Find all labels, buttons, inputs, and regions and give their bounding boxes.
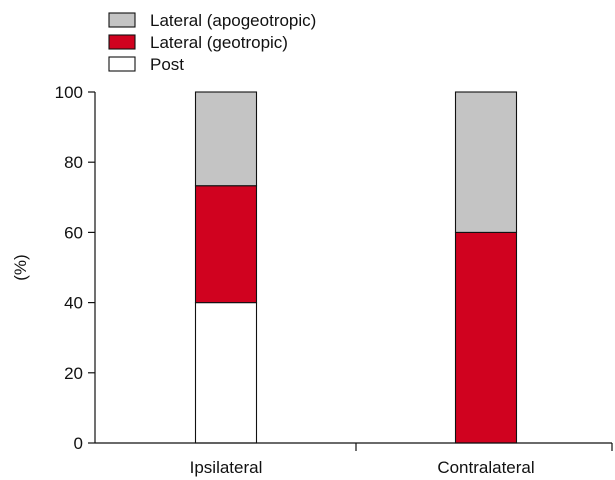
bar-ipsilateral-lateral-geotropic xyxy=(194,185,258,304)
bar-contralateral-lateral-apogeotropic xyxy=(454,91,518,233)
legend-swatch-lateral-geotropic xyxy=(108,34,136,50)
legend-swatch-lateral-apogeotropic xyxy=(108,12,136,28)
y-tick-label: 80 xyxy=(64,153,83,172)
x-axis-ticks: Ipsilateral Contralateral xyxy=(190,443,613,477)
y-tick-label: 20 xyxy=(64,364,83,383)
x-tick-label-ipsilateral: Ipsilateral xyxy=(190,458,263,477)
bar-ipsilateral-lateral-apogeotropic xyxy=(194,91,258,187)
bar-contralateral-lateral-geotropic xyxy=(454,231,518,444)
y-tick-label: 0 xyxy=(74,434,83,453)
y-tick-label: 100 xyxy=(55,83,83,102)
y-axis-title: (%) xyxy=(11,254,30,280)
y-axis-ticks: 0 20 40 60 80 100 xyxy=(55,83,95,453)
legend-label-lateral-geotropic: Lateral (geotropic) xyxy=(150,33,288,52)
legend-label-post: Post xyxy=(150,55,184,74)
y-tick-label: 40 xyxy=(64,294,83,313)
legend: Lateral (apogeotropic) Lateral (geotropic… xyxy=(108,11,316,74)
legend-swatch-post xyxy=(108,56,136,72)
bars-group xyxy=(194,91,518,444)
x-tick-label-contralateral: Contralateral xyxy=(437,458,534,477)
bar-ipsilateral-post xyxy=(194,302,258,444)
y-tick-label: 60 xyxy=(64,223,83,242)
axes-group xyxy=(94,92,612,444)
legend-label-lateral-apogeotropic: Lateral (apogeotropic) xyxy=(150,11,316,30)
